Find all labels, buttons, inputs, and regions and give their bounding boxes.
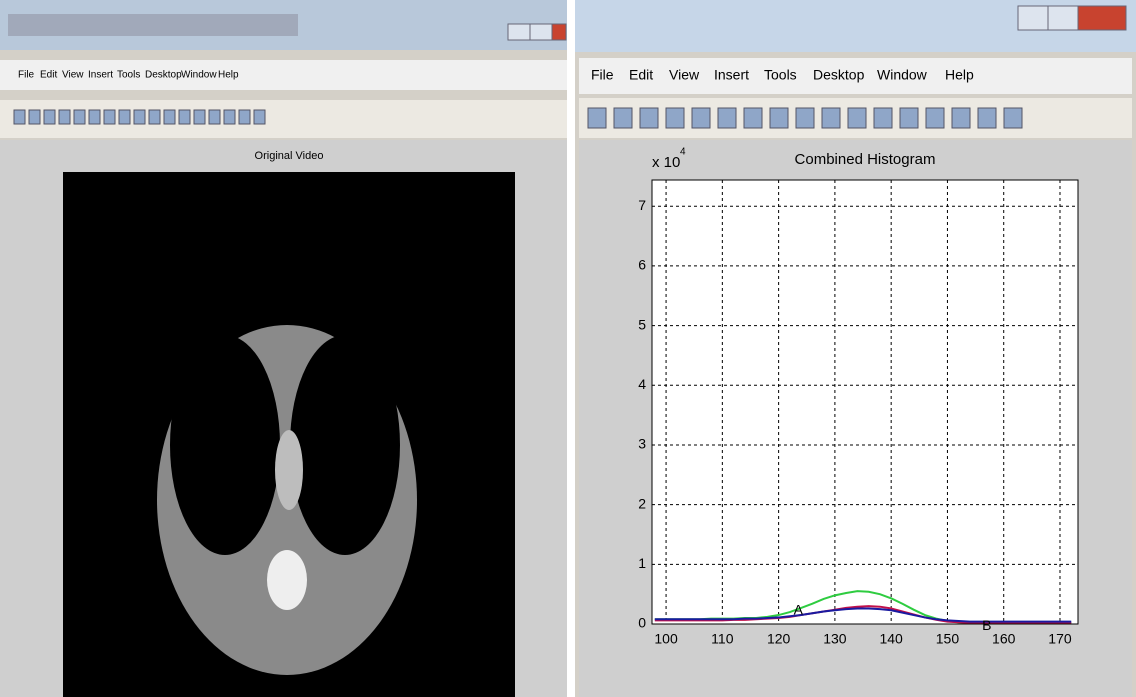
y-multiplier: x 10 (652, 154, 680, 171)
menu-item[interactable]: Tools (117, 70, 140, 81)
menu-item[interactable]: View (669, 67, 700, 83)
y-exponent: 4 (680, 147, 686, 158)
x-tick-label: 140 (879, 631, 903, 647)
toolbar-button[interactable] (224, 110, 235, 124)
blurred-title (8, 14, 298, 36)
toolbar-button[interactable] (179, 110, 190, 124)
plot-area (652, 180, 1078, 624)
toolbar-button[interactable] (874, 108, 892, 128)
y-tick-label: 0 (638, 615, 646, 631)
toolbar-button[interactable] (614, 108, 632, 128)
toolbar-button[interactable] (952, 108, 970, 128)
page: {"left_window": {"menu": ["File", "Edit"… (0, 0, 1136, 697)
ct-lung (170, 335, 280, 555)
menu-item[interactable]: View (62, 70, 84, 81)
ct-aorta (275, 430, 303, 510)
toolbar-button[interactable] (796, 108, 814, 128)
toolbar-button[interactable] (666, 108, 684, 128)
toolbar-button[interactable] (74, 110, 85, 124)
menu-item[interactable]: File (18, 70, 35, 81)
menu-item[interactable]: Desktop (813, 67, 865, 83)
y-tick-label: 6 (638, 257, 646, 273)
toolbar-button[interactable] (119, 110, 130, 124)
toolbar-button[interactable] (89, 110, 100, 124)
toolbar-button[interactable] (164, 110, 175, 124)
annotation: A (794, 602, 804, 618)
y-tick-label: 7 (638, 197, 646, 213)
toolbar-button[interactable] (239, 110, 250, 124)
menu-item[interactable]: Window (877, 67, 928, 83)
toolbar-button[interactable] (59, 110, 70, 124)
toolbar-button[interactable] (254, 110, 265, 124)
toolbar-button[interactable] (822, 108, 840, 128)
toolbar-button[interactable] (718, 108, 736, 128)
x-tick-label: 170 (1048, 631, 1072, 647)
x-tick-label: 110 (711, 631, 734, 647)
close-button[interactable] (1078, 6, 1126, 30)
menu-item[interactable]: Window (181, 70, 217, 81)
y-tick-label: 1 (638, 555, 646, 571)
y-tick-label: 5 (638, 316, 646, 332)
menu-item[interactable]: Tools (764, 67, 797, 83)
toolbar-button[interactable] (744, 108, 762, 128)
x-tick-label: 150 (936, 631, 960, 647)
ct-lung (290, 335, 400, 555)
toolbar-button[interactable] (900, 108, 918, 128)
close-button[interactable] (552, 24, 566, 40)
x-tick-label: 160 (992, 631, 1016, 647)
minimize-button[interactable] (508, 24, 530, 40)
toolbar-button[interactable] (209, 110, 220, 124)
toolbar-button[interactable] (194, 110, 205, 124)
chart-title: Combined Histogram (795, 151, 936, 168)
menu-item[interactable]: Insert (714, 67, 749, 83)
ct-spine (267, 550, 307, 610)
y-tick-label: 3 (638, 436, 646, 452)
toolbar-button[interactable] (770, 108, 788, 128)
menu-item[interactable]: Desktop (145, 70, 182, 81)
maximize-button[interactable] (530, 24, 552, 40)
axes-title: Original Video (255, 150, 324, 162)
toolbar-button[interactable] (978, 108, 996, 128)
toolbar-button[interactable] (926, 108, 944, 128)
maximize-button[interactable] (1048, 6, 1078, 30)
toolbar-button[interactable] (588, 108, 606, 128)
toolbar-button[interactable] (104, 110, 115, 124)
annotation: B (982, 617, 991, 633)
y-tick-label: 2 (638, 495, 646, 511)
menu-item[interactable]: Insert (88, 70, 113, 81)
menu-item[interactable]: File (591, 67, 614, 83)
screen: Original Video File Edit View Insert Tools De… (0, 0, 1136, 697)
toolbar-button[interactable] (44, 110, 55, 124)
toolbar-button[interactable] (29, 110, 40, 124)
toolbar-button[interactable] (14, 110, 25, 124)
toolbar-button[interactable] (149, 110, 160, 124)
menu-item[interactable]: Edit (629, 67, 653, 83)
menu-item[interactable]: Help (218, 70, 239, 81)
x-tick-label: 120 (767, 631, 791, 647)
y-tick-label: 4 (638, 376, 646, 392)
x-tick-label: 130 (823, 631, 847, 647)
toolbar-button[interactable] (848, 108, 866, 128)
toolbar-button[interactable] (134, 110, 145, 124)
toolbar-button[interactable] (1004, 108, 1022, 128)
menu-item[interactable]: Help (945, 67, 974, 83)
toolbar-button[interactable] (692, 108, 710, 128)
left-menu-bar (0, 60, 567, 90)
x-tick-label: 100 (654, 631, 678, 647)
menu-item[interactable]: Edit (40, 70, 57, 81)
toolbar-button[interactable] (640, 108, 658, 128)
minimize-button[interactable] (1018, 6, 1048, 30)
